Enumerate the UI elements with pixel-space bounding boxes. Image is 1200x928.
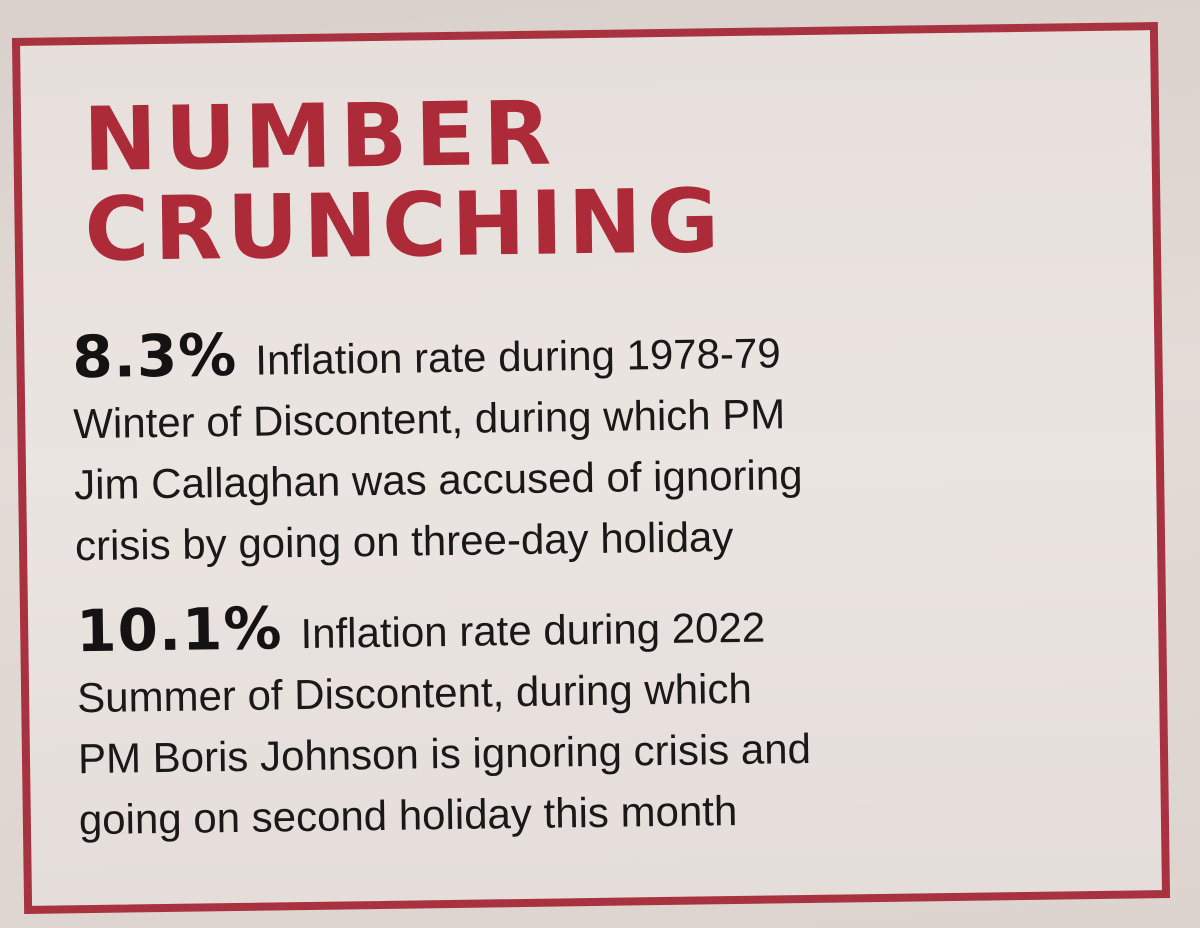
stat-value: 8.3% xyxy=(71,320,238,392)
box-title: NUMBER CRUNCHING xyxy=(83,81,725,282)
number-crunching-box: NUMBER CRUNCHING 8.3% Inflation rate duri… xyxy=(11,22,1171,914)
title-line-2: CRUNCHING xyxy=(83,169,725,282)
stat-entry: 8.3% Inflation rate during 1978-79 Winter… xyxy=(72,312,1145,576)
stat-entry: 10.1% Inflation rate during 2022 Summer o… xyxy=(76,586,1149,850)
stat-value: 10.1% xyxy=(75,594,283,666)
